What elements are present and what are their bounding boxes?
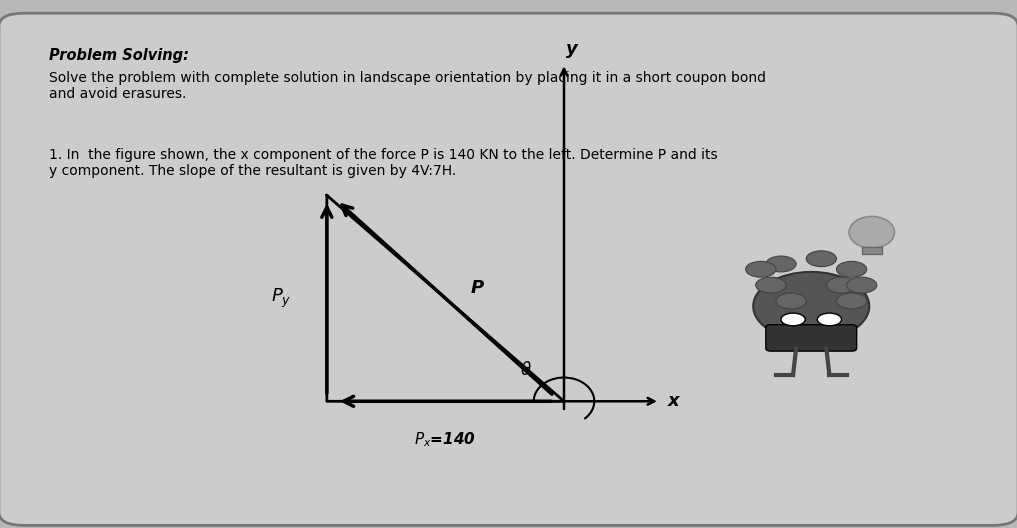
Circle shape (756, 277, 786, 293)
Circle shape (846, 277, 877, 293)
Circle shape (781, 313, 805, 326)
Text: P: P (471, 279, 484, 297)
Text: 1. In  the figure shown, the x component of the force P is 140 KN to the left. D: 1. In the figure shown, the x component … (50, 148, 718, 178)
Text: y: y (566, 40, 578, 58)
FancyBboxPatch shape (0, 13, 1017, 525)
Text: Solve the problem with complete solution in landscape orientation by placing it : Solve the problem with complete solution… (50, 71, 767, 101)
Circle shape (836, 261, 866, 277)
Circle shape (806, 251, 836, 267)
Text: $P_y$: $P_y$ (272, 287, 292, 310)
Text: Problem Solving:: Problem Solving: (50, 48, 189, 62)
Ellipse shape (754, 272, 870, 341)
FancyBboxPatch shape (861, 247, 882, 254)
Circle shape (827, 277, 856, 293)
FancyBboxPatch shape (766, 325, 856, 351)
Circle shape (766, 256, 796, 272)
Text: $P_x$=140: $P_x$=140 (414, 430, 476, 449)
Circle shape (836, 293, 866, 309)
Text: x: x (668, 392, 679, 410)
Ellipse shape (849, 216, 895, 248)
Circle shape (818, 313, 841, 326)
Circle shape (745, 261, 776, 277)
Circle shape (776, 293, 806, 309)
Text: $\theta$: $\theta$ (520, 361, 532, 379)
